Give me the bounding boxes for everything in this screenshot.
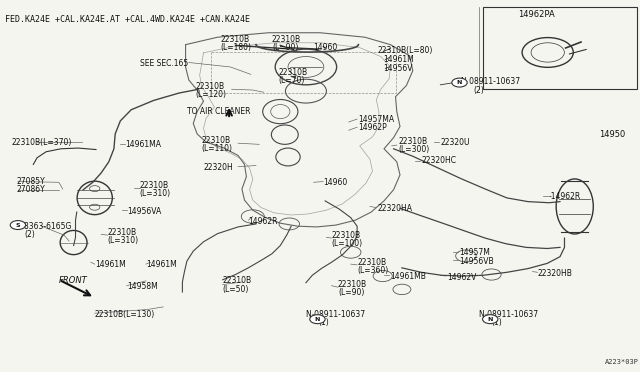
Text: N: N (457, 80, 462, 85)
Text: N: N (488, 317, 493, 322)
Text: 14950: 14950 (599, 130, 625, 139)
Text: 22310B: 22310B (202, 136, 231, 145)
Text: 27085Y: 27085Y (17, 177, 45, 186)
Text: A223*03P: A223*03P (605, 359, 639, 365)
Text: 22310B(L=370): 22310B(L=370) (12, 138, 72, 147)
Text: N 08911-10637: N 08911-10637 (306, 310, 365, 319)
Text: 22310B: 22310B (278, 68, 308, 77)
Text: N: N (315, 317, 320, 322)
Text: 22310B: 22310B (221, 35, 250, 44)
Text: 14956VA: 14956VA (127, 207, 161, 216)
Text: 14962R: 14962R (248, 217, 278, 226)
Text: 22310B: 22310B (196, 82, 225, 91)
Text: 14956VB: 14956VB (460, 257, 494, 266)
Text: 22320U: 22320U (440, 138, 470, 147)
Text: N 08911-10637: N 08911-10637 (461, 77, 520, 86)
Text: 14956V: 14956V (383, 64, 412, 73)
Text: (L=310): (L=310) (108, 236, 139, 245)
Text: 22310B: 22310B (332, 231, 361, 240)
Text: (1): (1) (319, 318, 330, 327)
Text: N 08911-10637: N 08911-10637 (479, 310, 538, 319)
Text: (L=50): (L=50) (223, 285, 249, 294)
Circle shape (10, 221, 26, 230)
Text: (L=90): (L=90) (272, 43, 298, 52)
Circle shape (483, 315, 498, 324)
Text: 14958M: 14958M (127, 282, 157, 291)
Text: 14961M: 14961M (383, 55, 413, 64)
Text: 22310B: 22310B (223, 276, 252, 285)
Text: 14957M: 14957M (460, 248, 490, 257)
Circle shape (310, 315, 325, 324)
Text: (L=180): (L=180) (221, 43, 252, 52)
Text: (2): (2) (24, 230, 35, 239)
Text: TO AIR CLEANER: TO AIR CLEANER (187, 107, 250, 116)
Text: 22310B: 22310B (272, 35, 301, 44)
Text: 22310B: 22310B (338, 280, 367, 289)
Text: 14960: 14960 (314, 43, 338, 52)
Text: (L=120): (L=120) (196, 90, 227, 99)
Text: 22320HB: 22320HB (538, 269, 572, 278)
Text: 22320HA: 22320HA (378, 204, 413, 213)
Text: FED.KA24E +CAL.KA24E.AT +CAL.4WD.KA24E +CAN.KA24E: FED.KA24E +CAL.KA24E.AT +CAL.4WD.KA24E +… (5, 15, 250, 24)
Text: 14962V: 14962V (447, 273, 476, 282)
Text: (L=300): (L=300) (398, 145, 429, 154)
Text: 22310B: 22310B (108, 228, 137, 237)
Text: (L=360): (L=360) (357, 266, 388, 275)
Text: 22310B: 22310B (357, 258, 387, 267)
Text: FRONT: FRONT (59, 276, 88, 285)
Text: 22320HC: 22320HC (421, 156, 456, 165)
Bar (483, 7, 637, 89)
Text: 14961MA: 14961MA (125, 140, 161, 149)
Text: S: S (15, 222, 20, 228)
Text: (L=70): (L=70) (278, 76, 305, 85)
Circle shape (452, 78, 467, 87)
Text: 14961MB: 14961MB (390, 272, 426, 280)
Text: S 08363-6165G: S 08363-6165G (12, 222, 71, 231)
Text: 14962P: 14962P (358, 123, 387, 132)
Text: -14962R: -14962R (549, 192, 581, 201)
Text: 14960: 14960 (323, 178, 348, 187)
Text: (L=90): (L=90) (338, 288, 364, 297)
Text: 22310B(L=130): 22310B(L=130) (95, 310, 155, 319)
Text: 22310B: 22310B (398, 137, 428, 146)
Text: 22310B: 22310B (140, 181, 169, 190)
Text: (1): (1) (492, 318, 502, 327)
Text: 14962PA: 14962PA (518, 10, 555, 19)
Text: 14957MA: 14957MA (358, 115, 394, 124)
Text: (L=110): (L=110) (202, 144, 232, 153)
Text: 14961M: 14961M (146, 260, 177, 269)
Text: 14961M: 14961M (95, 260, 125, 269)
Text: 22320H: 22320H (204, 163, 233, 172)
Text: SEE SEC.165: SEE SEC.165 (140, 60, 188, 68)
Text: 27086Y: 27086Y (17, 185, 45, 194)
Text: 22310B(L=80): 22310B(L=80) (378, 46, 433, 55)
Text: (L=310): (L=310) (140, 189, 171, 198)
Text: (2): (2) (474, 86, 484, 94)
Text: (L=100): (L=100) (332, 239, 363, 248)
